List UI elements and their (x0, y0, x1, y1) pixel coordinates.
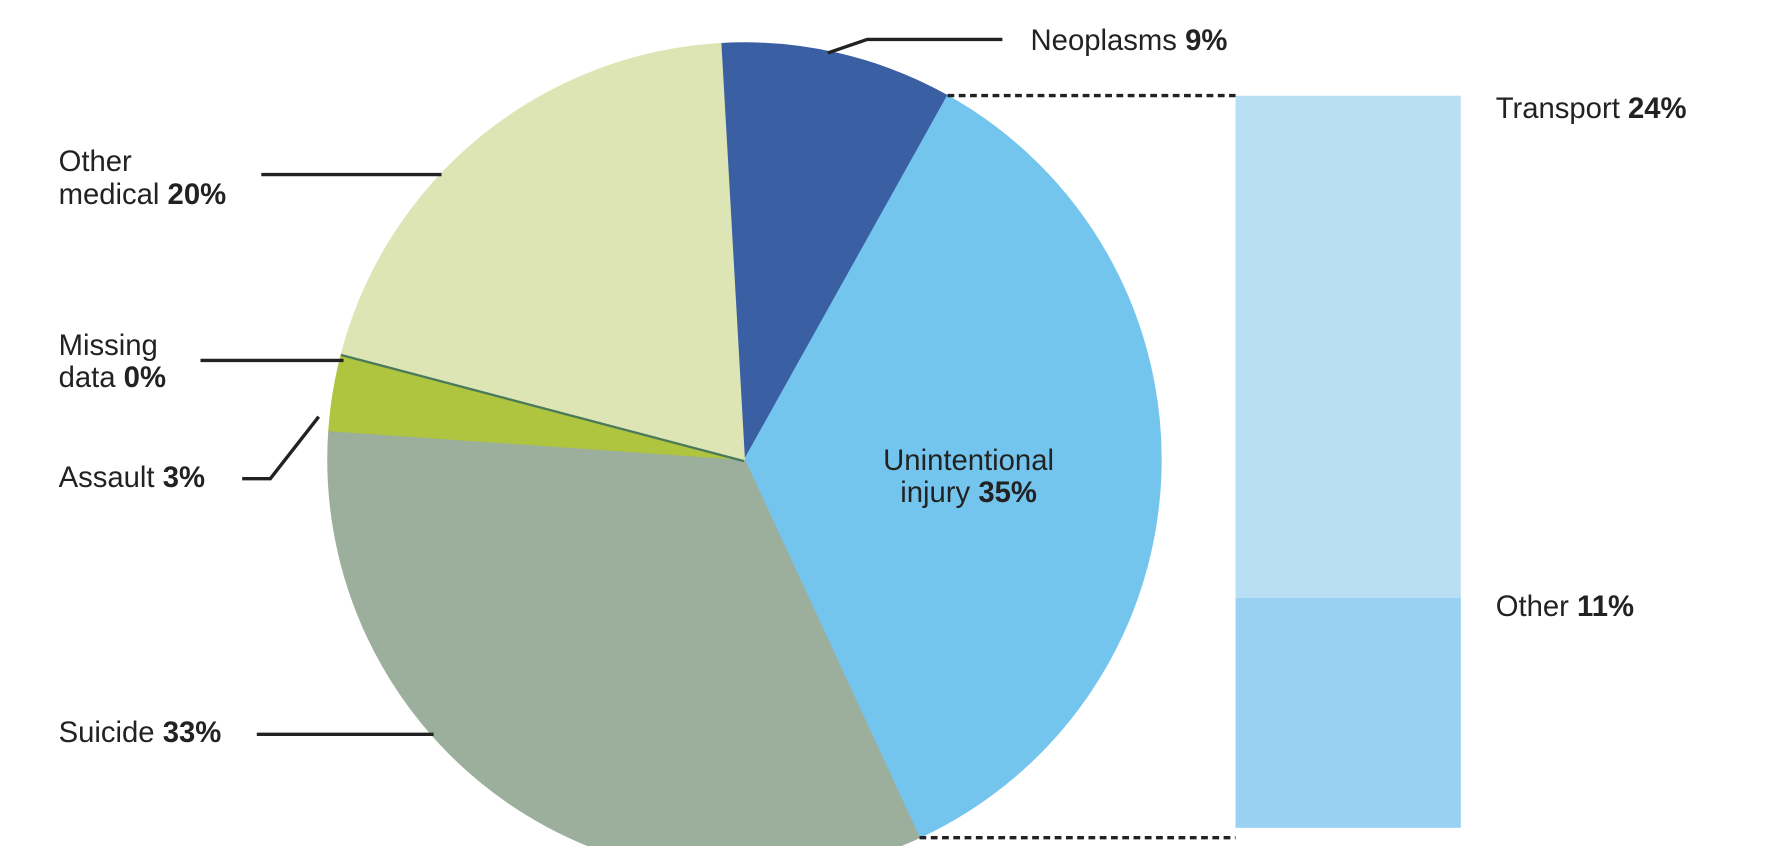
label-value: 9% (1185, 23, 1228, 57)
leader-line (242, 415, 321, 481)
slice-label: Assault 3% (58, 460, 205, 494)
label-value: 24% (1627, 92, 1687, 126)
label-value: 35% (978, 476, 1037, 510)
label-value: 0% (123, 361, 166, 395)
label-value: 3% (162, 460, 205, 494)
slice-label: Transport 24% (1496, 93, 1687, 125)
label-name: Neoplasms (1030, 23, 1177, 57)
label-name: Missing data (58, 328, 158, 395)
pie-slice (720, 42, 949, 462)
label-name: Other (1495, 590, 1569, 624)
label-value: 33% (162, 716, 222, 750)
label-name: Suicide (58, 716, 155, 750)
slice-label: Missing data 0% (58, 328, 194, 395)
pie-slice (340, 42, 746, 461)
pie-slice (327, 430, 921, 846)
label-name: Assault (58, 460, 155, 494)
label-name: Unintentional injury (883, 443, 1054, 510)
label-value: 20% (167, 177, 227, 211)
slice-label: Neoplasms 9% (1030, 23, 1228, 57)
slice-label: Unintentional injury 35% (873, 443, 1064, 510)
slice-label: Other 11% (1496, 591, 1634, 623)
pie-slice (743, 94, 1162, 839)
breakdown-bar (1235, 95, 1461, 598)
label-name: Transport (1495, 92, 1620, 126)
label-name: Other medical (58, 145, 160, 211)
breakdown-bar (1235, 597, 1461, 828)
slice-label: Other medical 20% (58, 145, 232, 211)
slice-label: Suicide 33% (59, 717, 222, 749)
leader-line (827, 37, 1003, 55)
label-value: 11% (1577, 590, 1634, 624)
